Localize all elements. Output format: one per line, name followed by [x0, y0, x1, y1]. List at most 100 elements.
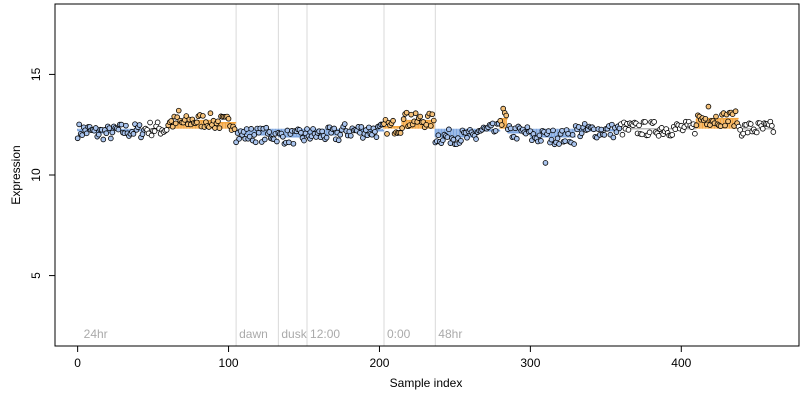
- data-point: [390, 117, 396, 124]
- data-point: [76, 121, 82, 128]
- data-point: [556, 141, 562, 147]
- data-point: [290, 140, 297, 147]
- data-point: [770, 129, 777, 135]
- data-point: [619, 131, 626, 138]
- data-point: [118, 121, 125, 128]
- data-point: [266, 129, 273, 135]
- data-point: [130, 131, 137, 137]
- y-tick-label: 10: [29, 168, 43, 182]
- data-point: [123, 122, 129, 129]
- data-point: [216, 125, 223, 131]
- data-point: [109, 129, 116, 136]
- vline-layer: [235, 4, 436, 346]
- data-point: [705, 103, 712, 110]
- annotation-layer: 24hr dawn dusk 12:00 0:00 48hr: [84, 327, 463, 341]
- data-point: [429, 111, 436, 118]
- data-point: [400, 116, 407, 122]
- data-point: [384, 131, 390, 137]
- data-point: [298, 129, 304, 136]
- data-point: [212, 125, 218, 131]
- data-point: [747, 121, 754, 127]
- data-point: [323, 134, 330, 141]
- data-point: [473, 136, 479, 142]
- y-axis-title: Expression: [9, 145, 23, 204]
- data-point: [693, 122, 700, 129]
- data-point: [740, 130, 746, 137]
- data-point: [335, 137, 342, 144]
- x-tick-label: 100: [219, 356, 239, 370]
- condition-label: 0:00: [387, 327, 411, 341]
- data-point: [737, 127, 743, 133]
- data-point: [559, 127, 565, 134]
- data-point: [575, 124, 582, 130]
- data-point: [722, 122, 728, 129]
- data-point: [183, 113, 190, 119]
- data-point: [769, 123, 775, 129]
- x-axis-title: Sample index: [390, 376, 463, 390]
- data-point: [412, 110, 419, 117]
- data-point: [175, 107, 182, 114]
- data-point: [692, 130, 698, 137]
- data-point: [625, 127, 632, 133]
- data-point: [446, 126, 452, 133]
- y-tick-label: 15: [29, 67, 43, 81]
- data-point: [642, 119, 648, 125]
- data-point: [565, 130, 571, 137]
- data-point: [598, 126, 605, 133]
- data-point: [578, 130, 585, 137]
- data-point: [106, 125, 113, 131]
- data-point: [243, 126, 250, 132]
- y-tick-label: 5: [29, 272, 43, 279]
- data-point: [263, 124, 270, 131]
- data-point: [95, 131, 102, 138]
- data-point: [639, 131, 645, 138]
- data-point: [169, 123, 176, 130]
- condition-label: 24hr: [84, 327, 108, 341]
- data-point: [100, 136, 107, 143]
- data-point: [427, 123, 434, 129]
- data-point: [725, 118, 731, 125]
- data-point: [655, 133, 662, 139]
- data-point: [536, 132, 543, 139]
- data-point: [435, 132, 442, 139]
- data-point: [274, 138, 280, 145]
- data-point: [590, 126, 597, 133]
- data-point: [581, 121, 588, 127]
- data-point: [513, 135, 520, 142]
- data-point: [713, 113, 719, 120]
- data-point-layer: [74, 103, 777, 166]
- data-point: [115, 126, 122, 133]
- data-point: [613, 129, 620, 135]
- data-point: [753, 129, 760, 136]
- data-point: [136, 122, 143, 128]
- data-point: [759, 125, 766, 132]
- data-point: [717, 123, 724, 129]
- data-point: [458, 137, 464, 144]
- data-point: [562, 138, 568, 144]
- x-tick-label: 0: [74, 356, 81, 370]
- x-axis: 0 100 200 300 400: [74, 345, 692, 370]
- data-point: [550, 127, 556, 134]
- data-point: [225, 115, 232, 122]
- data-point: [399, 125, 405, 131]
- data-point: [538, 138, 544, 144]
- data-point: [554, 135, 561, 142]
- data-point: [492, 128, 499, 134]
- data-point: [702, 115, 709, 122]
- data-point: [503, 112, 510, 119]
- condition-label: dawn: [239, 327, 268, 341]
- data-point: [341, 121, 348, 127]
- data-point: [373, 134, 380, 140]
- data-point: [168, 118, 175, 124]
- data-point: [548, 136, 555, 143]
- x-tick-label: 400: [671, 356, 691, 370]
- data-point: [215, 118, 221, 125]
- data-point: [423, 121, 430, 128]
- data-point: [507, 125, 514, 132]
- data-point: [358, 124, 365, 130]
- data-point: [108, 135, 114, 142]
- data-point: [154, 119, 161, 126]
- data-point: [601, 132, 608, 138]
- data-point: [450, 136, 457, 143]
